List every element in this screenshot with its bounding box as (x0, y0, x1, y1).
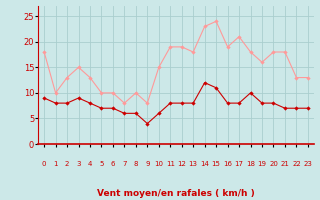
X-axis label: Vent moyen/en rafales ( km/h ): Vent moyen/en rafales ( km/h ) (97, 189, 255, 198)
